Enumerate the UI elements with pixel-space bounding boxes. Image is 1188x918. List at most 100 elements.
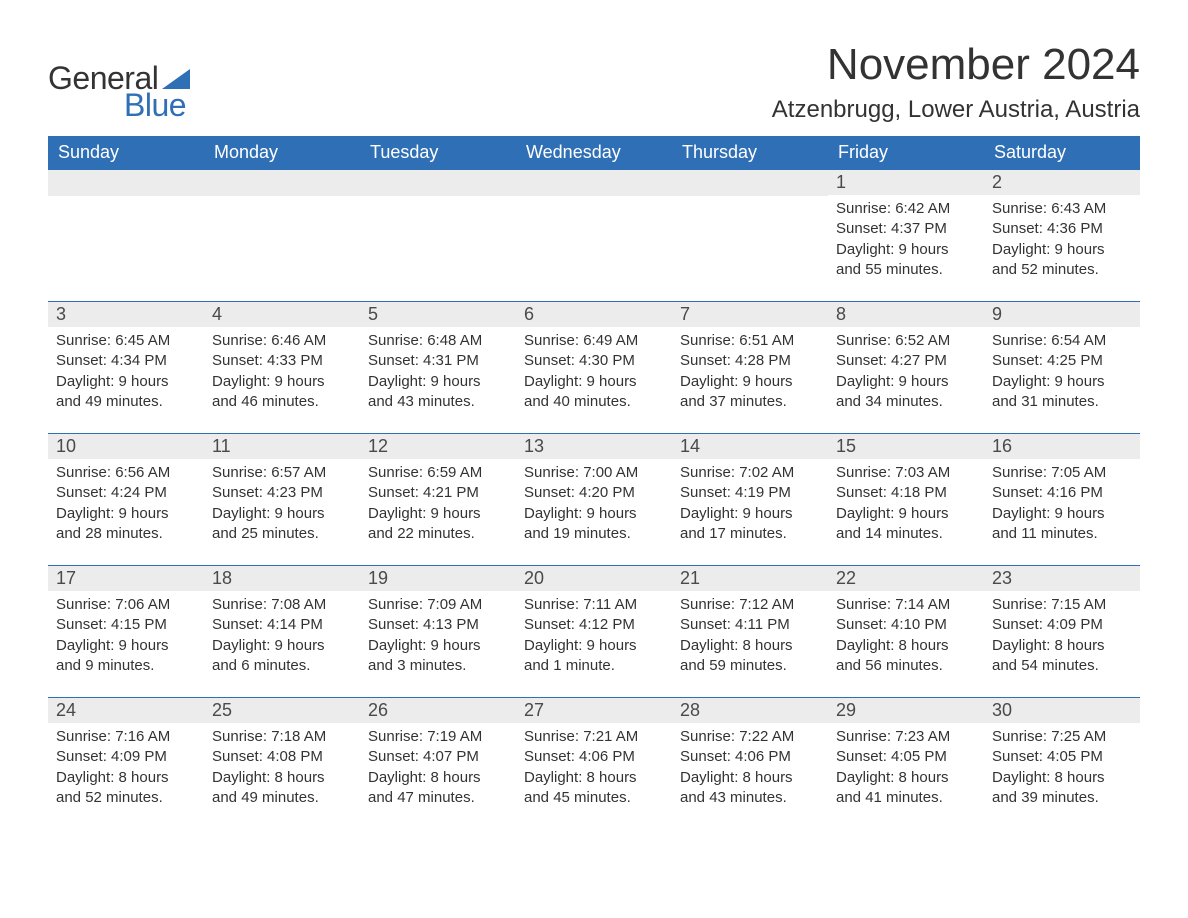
daylight1-text: Daylight: 9 hours: [524, 636, 664, 656]
day-details: Sunrise: 6:59 AMSunset: 4:21 PMDaylight:…: [360, 459, 516, 552]
sunset-text: Sunset: 4:23 PM: [212, 483, 352, 503]
daylight2-text: and 54 minutes.: [992, 656, 1132, 676]
sunrise-text: Sunrise: 7:09 AM: [368, 595, 508, 615]
day-details: Sunrise: 6:43 AMSunset: 4:36 PMDaylight:…: [984, 195, 1140, 288]
day-cell: 13Sunrise: 7:00 AMSunset: 4:20 PMDayligh…: [516, 434, 672, 566]
daylight1-text: Daylight: 8 hours: [992, 768, 1132, 788]
day-cell: [672, 170, 828, 302]
sunrise-text: Sunrise: 6:42 AM: [836, 199, 976, 219]
sunrise-text: Sunrise: 7:25 AM: [992, 727, 1132, 747]
daylight1-text: Daylight: 9 hours: [212, 504, 352, 524]
sunset-text: Sunset: 4:24 PM: [56, 483, 196, 503]
week-row: 10Sunrise: 6:56 AMSunset: 4:24 PMDayligh…: [48, 434, 1140, 566]
daylight2-text: and 34 minutes.: [836, 392, 976, 412]
daylight1-text: Daylight: 8 hours: [836, 768, 976, 788]
sunrise-text: Sunrise: 7:00 AM: [524, 463, 664, 483]
logo: General Blue: [48, 60, 190, 124]
sunrise-text: Sunrise: 7:05 AM: [992, 463, 1132, 483]
day-cell: 27Sunrise: 7:21 AMSunset: 4:06 PMDayligh…: [516, 698, 672, 830]
sunset-text: Sunset: 4:18 PM: [836, 483, 976, 503]
day-number: 23: [984, 566, 1140, 591]
daylight1-text: Daylight: 9 hours: [368, 504, 508, 524]
daylight2-text: and 40 minutes.: [524, 392, 664, 412]
day-cell: 25Sunrise: 7:18 AMSunset: 4:08 PMDayligh…: [204, 698, 360, 830]
logo-text-blue: Blue: [124, 87, 186, 124]
day-details: Sunrise: 7:12 AMSunset: 4:11 PMDaylight:…: [672, 591, 828, 684]
day-number: 18: [204, 566, 360, 591]
day-cell: 1Sunrise: 6:42 AMSunset: 4:37 PMDaylight…: [828, 170, 984, 302]
sunset-text: Sunset: 4:12 PM: [524, 615, 664, 635]
daylight2-text: and 37 minutes.: [680, 392, 820, 412]
daylight2-text: and 22 minutes.: [368, 524, 508, 544]
col-wednesday: Wednesday: [516, 136, 672, 170]
daylight1-text: Daylight: 9 hours: [524, 372, 664, 392]
daylight1-text: Daylight: 9 hours: [836, 504, 976, 524]
sunrise-text: Sunrise: 7:11 AM: [524, 595, 664, 615]
sunrise-text: Sunrise: 7:19 AM: [368, 727, 508, 747]
day-details: Sunrise: 7:08 AMSunset: 4:14 PMDaylight:…: [204, 591, 360, 684]
day-cell: 16Sunrise: 7:05 AMSunset: 4:16 PMDayligh…: [984, 434, 1140, 566]
week-row: 1Sunrise: 6:42 AMSunset: 4:37 PMDaylight…: [48, 170, 1140, 302]
daylight2-text: and 19 minutes.: [524, 524, 664, 544]
daylight2-text: and 45 minutes.: [524, 788, 664, 808]
daylight2-text: and 49 minutes.: [212, 788, 352, 808]
daylight1-text: Daylight: 9 hours: [680, 504, 820, 524]
day-number: [204, 170, 360, 196]
day-details: Sunrise: 6:52 AMSunset: 4:27 PMDaylight:…: [828, 327, 984, 420]
day-number: 26: [360, 698, 516, 723]
sunrise-text: Sunrise: 6:57 AM: [212, 463, 352, 483]
day-cell: 4Sunrise: 6:46 AMSunset: 4:33 PMDaylight…: [204, 302, 360, 434]
day-number: 27: [516, 698, 672, 723]
daylight1-text: Daylight: 9 hours: [992, 240, 1132, 260]
sunrise-text: Sunrise: 7:14 AM: [836, 595, 976, 615]
sunset-text: Sunset: 4:14 PM: [212, 615, 352, 635]
day-cell: 12Sunrise: 6:59 AMSunset: 4:21 PMDayligh…: [360, 434, 516, 566]
day-number: 28: [672, 698, 828, 723]
location-subtitle: Atzenbrugg, Lower Austria, Austria: [772, 96, 1140, 124]
day-number: [516, 170, 672, 196]
week-row: 24Sunrise: 7:16 AMSunset: 4:09 PMDayligh…: [48, 698, 1140, 830]
sunset-text: Sunset: 4:36 PM: [992, 219, 1132, 239]
sunset-text: Sunset: 4:31 PM: [368, 351, 508, 371]
day-number: 10: [48, 434, 204, 459]
sunset-text: Sunset: 4:25 PM: [992, 351, 1132, 371]
sunset-text: Sunset: 4:05 PM: [836, 747, 976, 767]
sunset-text: Sunset: 4:07 PM: [368, 747, 508, 767]
day-details: Sunrise: 6:45 AMSunset: 4:34 PMDaylight:…: [48, 327, 204, 420]
sunrise-text: Sunrise: 7:16 AM: [56, 727, 196, 747]
daylight1-text: Daylight: 8 hours: [680, 636, 820, 656]
sunset-text: Sunset: 4:10 PM: [836, 615, 976, 635]
day-details: Sunrise: 7:15 AMSunset: 4:09 PMDaylight:…: [984, 591, 1140, 684]
month-title: November 2024: [772, 40, 1140, 90]
day-number: 1: [828, 170, 984, 195]
daylight2-text: and 56 minutes.: [836, 656, 976, 676]
sunrise-text: Sunrise: 6:43 AM: [992, 199, 1132, 219]
daylight2-text: and 11 minutes.: [992, 524, 1132, 544]
daylight1-text: Daylight: 9 hours: [56, 504, 196, 524]
daylight1-text: Daylight: 8 hours: [992, 636, 1132, 656]
weekday-header-row: Sunday Monday Tuesday Wednesday Thursday…: [48, 136, 1140, 170]
day-details: Sunrise: 6:56 AMSunset: 4:24 PMDaylight:…: [48, 459, 204, 552]
daylight1-text: Daylight: 8 hours: [524, 768, 664, 788]
day-number: 5: [360, 302, 516, 327]
day-details: Sunrise: 6:48 AMSunset: 4:31 PMDaylight:…: [360, 327, 516, 420]
week-row: 17Sunrise: 7:06 AMSunset: 4:15 PMDayligh…: [48, 566, 1140, 698]
sunset-text: Sunset: 4:30 PM: [524, 351, 664, 371]
day-number: 14: [672, 434, 828, 459]
daylight2-text: and 39 minutes.: [992, 788, 1132, 808]
day-number: 6: [516, 302, 672, 327]
day-details: Sunrise: 7:25 AMSunset: 4:05 PMDaylight:…: [984, 723, 1140, 816]
day-cell: 7Sunrise: 6:51 AMSunset: 4:28 PMDaylight…: [672, 302, 828, 434]
daylight2-text: and 55 minutes.: [836, 260, 976, 280]
day-cell: 3Sunrise: 6:45 AMSunset: 4:34 PMDaylight…: [48, 302, 204, 434]
daylight2-text: and 43 minutes.: [680, 788, 820, 808]
sunrise-text: Sunrise: 7:08 AM: [212, 595, 352, 615]
day-number: 2: [984, 170, 1140, 195]
sunrise-text: Sunrise: 6:49 AM: [524, 331, 664, 351]
sunset-text: Sunset: 4:27 PM: [836, 351, 976, 371]
header: General Blue November 2024 Atzenbrugg, L…: [48, 40, 1140, 134]
sunset-text: Sunset: 4:19 PM: [680, 483, 820, 503]
sunrise-text: Sunrise: 6:52 AM: [836, 331, 976, 351]
daylight1-text: Daylight: 9 hours: [368, 636, 508, 656]
day-cell: 15Sunrise: 7:03 AMSunset: 4:18 PMDayligh…: [828, 434, 984, 566]
